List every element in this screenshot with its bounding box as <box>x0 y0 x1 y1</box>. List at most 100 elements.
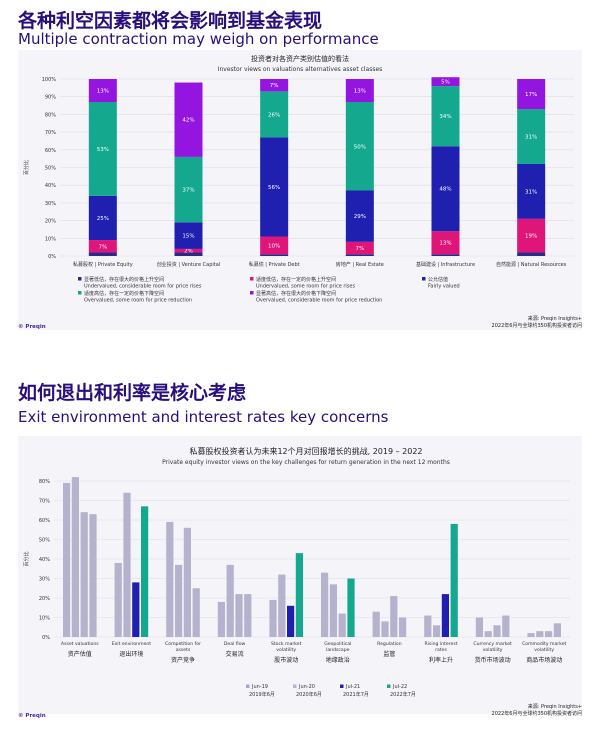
chart2-bar <box>114 562 122 637</box>
chart2-category-label: Regulation <box>377 641 402 647</box>
chart1-data-label: 48% <box>439 187 451 193</box>
chart2-category-label: Rising interest <box>424 641 457 647</box>
chart2-title: 私募股权投资者认为未来12个月对回报增长的挑战, 2019 – 2022 <box>189 446 422 456</box>
chart1-bar-segment <box>174 248 203 253</box>
section1-title-cn: 各种利空因素都将会影响到基金表现 <box>18 10 323 32</box>
chart1-bar-segment <box>174 156 203 223</box>
chart2-bar <box>269 599 277 637</box>
chart2-source-line2: 2022年6月与全球约350机构投资者访问 <box>491 711 582 717</box>
chart1-data-label: 29% <box>354 214 366 220</box>
chart2-bar <box>141 506 149 637</box>
chart1-bar-segment <box>88 79 117 103</box>
chart2-bar <box>235 594 243 637</box>
chart1-data-label: 17% <box>525 92 537 98</box>
chart1-legend-swatch <box>78 277 82 281</box>
chart2-bar <box>493 625 501 637</box>
chart2-category-label: Commodity market <box>522 641 566 647</box>
chart2-bar <box>183 527 191 637</box>
section2-title-cn: 如何退出和利率是核心考虑 <box>18 382 247 404</box>
chart2-bar <box>338 613 346 637</box>
chart1-data-label: 53% <box>97 147 109 153</box>
preqin-logo: © Preqin <box>18 713 46 719</box>
chart2-bar <box>321 572 329 637</box>
chart1-category-label: 基础建设 | Infrastructure <box>416 261 475 268</box>
chart2-ytick-label: 70% <box>39 499 50 505</box>
chart2-legend-label-cn: 2019年6月 <box>249 691 275 698</box>
chart1-category-label: 私募股权 | Private Equity <box>73 261 133 268</box>
chart2-bar <box>71 477 79 637</box>
chart2-bar <box>399 617 407 637</box>
chart1-data-label: 5% <box>441 80 450 86</box>
chart1-legend-label-en: Fairly valued <box>428 284 460 290</box>
chart2-bar <box>63 482 71 637</box>
chart2-bar <box>80 512 88 637</box>
chart2-category-label-cn: 退出环境 <box>119 650 143 658</box>
chart2-legend-swatch <box>293 684 297 688</box>
chart2-legend-label-cn: 2022年7月 <box>390 691 416 698</box>
chart1-ytick-label: 0% <box>48 254 56 260</box>
chart1-ytick-label: 100% <box>42 77 57 83</box>
chart1-bar-segment <box>260 79 289 92</box>
chart1-bar-segment <box>345 190 374 242</box>
preqin-logo: © Preqin <box>18 324 46 330</box>
chart2-bar <box>381 621 389 637</box>
chart2-category-label: Stock market <box>271 641 302 647</box>
chart2-bar <box>527 633 535 637</box>
chart2-bar <box>450 523 458 637</box>
chart1-bar-segment <box>345 102 374 191</box>
chart1-legend-label-en: Undervalued, some room for price rises <box>256 284 355 290</box>
chart1-legend-label-en: Overvalued, considerable room for price … <box>256 298 382 304</box>
chart2-bar <box>329 584 337 637</box>
chart2-source-line1: 来源: Preqin Insights+ <box>527 704 582 710</box>
chart1-data-label: 56% <box>268 185 280 191</box>
chart2-legend-label: Jul-21 <box>345 684 360 690</box>
chart2-bar <box>287 605 295 637</box>
chart1-bar-segment <box>345 254 374 256</box>
chart1-data-label: 42% <box>182 118 194 124</box>
chart2-category-label: Geopolitical <box>324 641 351 647</box>
chart2-category-label-cn: 货币市场波动 <box>475 656 511 664</box>
chart2-category-label: landscape <box>326 647 350 653</box>
chart2-category-label-cn: 资产估值 <box>68 650 92 658</box>
chart1-source-line1: 来源: Preqin Insights+ <box>527 316 582 322</box>
chart2-legend-label: Jul-22 <box>392 684 407 690</box>
chart2-bar <box>433 625 441 637</box>
chart1-ytick-label: 10% <box>45 236 56 242</box>
chart1-legend-label: 显著高估，存在很大的价格下降空间 <box>256 290 336 297</box>
chart1-legend-swatch <box>422 277 426 281</box>
chart1-title: 投资者对各资产类别估值的看法 <box>251 54 349 63</box>
chart2-legend-swatch <box>246 684 250 688</box>
chart2-ytick-label: 30% <box>39 577 50 583</box>
chart1-ytick-label: 40% <box>45 183 56 189</box>
chart1-legend-label-en: Overvalued, some room for price reductio… <box>84 298 192 304</box>
chart2-legend-label-cn: 2021年7月 <box>343 691 369 698</box>
chart2-ytick-label: 10% <box>39 616 50 622</box>
chart1-source: 来源: Preqin Insights+ 2022年6月与全球约350机构投资者… <box>492 316 582 330</box>
chart2-bar <box>475 617 483 637</box>
chart1-bar-segment <box>517 252 546 256</box>
chart1-bar-segment <box>345 241 374 255</box>
chart1-bar-segment <box>517 79 546 110</box>
chart2-legend-label: Jun-19 <box>251 684 268 690</box>
chart1-bar-segment <box>517 163 546 219</box>
chart1-bar-segment <box>517 109 546 164</box>
chart2-category-label: Deal flow <box>224 641 246 647</box>
chart2-category-label: Asset valuations <box>61 641 99 647</box>
chart2-bar <box>441 594 449 637</box>
chart1-bar-segment <box>174 252 203 256</box>
chart2-category-label-cn: 商品市场波动 <box>526 656 562 664</box>
chart1-data-label: 19% <box>525 234 537 240</box>
chart2-bar <box>372 611 380 637</box>
chart2-legend-label: Jun-20 <box>298 684 315 690</box>
chart1-data-label: 31% <box>525 189 537 195</box>
chart1-category-label: 创业投资 | Venture Capital <box>157 261 220 268</box>
chart1-bar-segment <box>431 146 460 232</box>
chart2-category-label-cn: 资产竞争 <box>171 656 195 664</box>
chart2-legend-swatch <box>387 684 391 688</box>
chart2-ytick-label: 60% <box>39 518 50 524</box>
chart1-legend-label-en: Undervalued, considerable room for price… <box>84 284 202 290</box>
chart1-bar-segment <box>345 79 374 103</box>
chart1-valuations: 投资者对各资产类别估值的看法 Investor views on valuatio… <box>23 54 574 304</box>
chart1-category-label: 房地产 | Real Estate <box>336 261 384 268</box>
chart2-bar <box>545 631 553 637</box>
